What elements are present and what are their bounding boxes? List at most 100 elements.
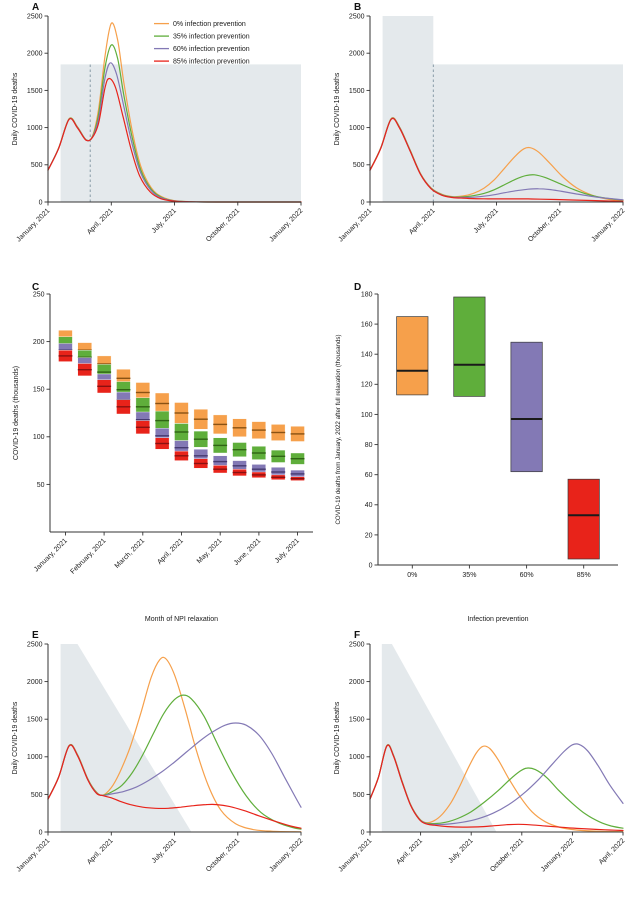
svg-text:180: 180: [361, 291, 373, 298]
svg-text:1500: 1500: [349, 717, 365, 724]
svg-text:1500: 1500: [27, 88, 43, 95]
svg-text:250: 250: [33, 291, 45, 298]
panel-letter-f: F: [354, 630, 361, 641]
svg-text:July, 2021: July, 2021: [447, 837, 474, 864]
svg-text:2500: 2500: [349, 641, 365, 648]
svg-text:60%: 60%: [520, 572, 534, 579]
svg-text:January, 2021: January, 2021: [337, 207, 373, 243]
svg-text:85% infection prevention: 85% infection prevention: [173, 59, 250, 66]
svg-text:April, 2021: April, 2021: [86, 207, 115, 236]
svg-text:0: 0: [361, 829, 365, 836]
svg-text:COVID-19 deaths (thousands): COVID-19 deaths (thousands): [13, 366, 20, 460]
svg-text:Daily COVID-19 deaths: Daily COVID-19 deaths: [334, 701, 341, 774]
svg-text:500: 500: [353, 792, 365, 799]
chart-b-daily-deaths-relax-april: 0 500 1000 1500 2000 2500 January, 2021 April, …: [334, 13, 626, 243]
svg-text:October, 2021: October, 2021: [205, 837, 241, 873]
svg-text:January, 2021: January, 2021: [33, 537, 69, 573]
svg-text:July, 2021: July, 2021: [274, 537, 301, 564]
svg-text:500: 500: [353, 162, 365, 169]
panel-letter-b: B: [354, 2, 362, 13]
svg-text:March, 2021: March, 2021: [114, 537, 147, 570]
chart-a-daily-deaths-relax-february: 0 500 1000 1500 2000 2500 January, 2021 April, …: [12, 13, 304, 243]
svg-text:January, 2022: January, 2022: [540, 837, 576, 873]
svg-text:1500: 1500: [349, 88, 365, 95]
panel-d: D 0 20 40 60 80 100 120 140 160 180 0% 35% 60% 85% COV…: [330, 282, 630, 627]
svg-text:2000: 2000: [27, 51, 43, 58]
svg-text:April, 2021: April, 2021: [395, 837, 424, 866]
panel-b: B 0 500 1000 1500 2000 2500 January, 2021 April…: [330, 2, 630, 264]
svg-text:Daily COVID-19 deaths: Daily COVID-19 deaths: [12, 701, 19, 774]
svg-text:2000: 2000: [349, 51, 365, 58]
svg-text:500: 500: [31, 162, 43, 169]
svg-text:0%: 0%: [407, 572, 417, 579]
svg-text:60: 60: [365, 472, 373, 479]
svg-text:January, 2021: January, 2021: [15, 837, 51, 873]
panel-letter-c: C: [32, 282, 40, 293]
svg-text:COVID-19 deaths from January,: COVID-19 deaths from January, 2022 after…: [335, 334, 342, 524]
svg-text:February, 2021: February, 2021: [69, 537, 107, 575]
svg-text:May, 2021: May, 2021: [196, 537, 224, 565]
svg-text:1000: 1000: [27, 754, 43, 761]
svg-text:January, 2022: January, 2022: [268, 207, 304, 243]
svg-text:160: 160: [361, 322, 373, 329]
svg-text:0% infection prevention: 0% infection prevention: [173, 21, 246, 28]
svg-text:January, 2022: January, 2022: [590, 207, 626, 243]
svg-text:50: 50: [37, 482, 45, 489]
svg-text:2500: 2500: [27, 641, 43, 648]
svg-text:80: 80: [365, 442, 373, 449]
svg-text:Daily COVID-19 deaths: Daily COVID-19 deaths: [334, 72, 341, 145]
svg-text:October, 2021: October, 2021: [205, 207, 241, 243]
svg-text:40: 40: [365, 502, 373, 509]
svg-text:85%: 85%: [577, 572, 591, 579]
svg-text:2500: 2500: [349, 13, 365, 20]
chart-d-deaths-after-full-relaxation: 0 20 40 60 80 100 120 140 160 180 0% 35% 60% 85% COVID…: [335, 291, 618, 623]
panel-f: F 0 500 1000 1500 2000 2500 January, 2021 April…: [330, 630, 630, 898]
chart-f-daily-deaths-slower-relaxation: 0 500 1000 1500 2000 2500 January, 2021 April, …: [334, 641, 627, 873]
svg-text:Infection prevention: Infection prevention: [467, 616, 528, 623]
svg-text:1500: 1500: [27, 717, 43, 724]
svg-text:Daily COVID-19 deaths: Daily COVID-19 deaths: [12, 72, 19, 145]
svg-text:October, 2021: October, 2021: [489, 837, 525, 873]
panel-letter-e: E: [32, 630, 39, 641]
svg-text:100: 100: [33, 434, 45, 441]
panel-e: E 0 500 1000 1500 2000 2500 January, 2021 April…: [8, 630, 308, 898]
svg-text:April, 2022: April, 2022: [598, 837, 627, 866]
chart-c-deaths-by-relaxation-month: 50 100 150 200 250 January, 2021 February, 202…: [13, 291, 313, 623]
panel-letter-d: D: [354, 282, 362, 293]
svg-text:2000: 2000: [349, 679, 365, 686]
svg-text:July, 2021: July, 2021: [151, 837, 178, 864]
svg-text:0: 0: [361, 199, 365, 206]
chart-e-daily-deaths-gradual-relaxation: 0 500 1000 1500 2000 2500 January, 2021 April, …: [12, 641, 304, 873]
svg-text:60% infection prevention: 60% infection prevention: [173, 46, 250, 53]
svg-text:0: 0: [369, 562, 373, 569]
svg-text:2500: 2500: [27, 13, 43, 20]
svg-text:140: 140: [361, 352, 373, 359]
svg-text:100: 100: [361, 412, 373, 419]
svg-text:200: 200: [33, 339, 45, 346]
svg-text:1000: 1000: [349, 754, 365, 761]
svg-text:July, 2021: July, 2021: [151, 207, 178, 234]
svg-text:0: 0: [39, 829, 43, 836]
panel-c: C 50 100 150 200 250 January, 2021 February, 2…: [8, 282, 323, 627]
svg-text:150: 150: [33, 387, 45, 394]
svg-text:0: 0: [39, 199, 43, 206]
svg-text:20: 20: [365, 532, 373, 539]
svg-text:500: 500: [31, 792, 43, 799]
panel-a: A 0 500 1000 1500 2000 2500 January, 2021 April…: [8, 2, 308, 264]
svg-text:January, 2022: January, 2022: [268, 837, 304, 873]
svg-text:April, 2021: April, 2021: [156, 537, 185, 566]
svg-text:October, 2021: October, 2021: [527, 207, 563, 243]
svg-text:July, 2021: July, 2021: [473, 207, 500, 234]
svg-text:1000: 1000: [349, 125, 365, 132]
svg-text:January, 2021: January, 2021: [15, 207, 51, 243]
svg-text:35% infection prevention: 35% infection prevention: [173, 34, 250, 41]
svg-text:April, 2021: April, 2021: [408, 207, 437, 236]
svg-text:April, 2021: April, 2021: [86, 837, 115, 866]
svg-text:2000: 2000: [27, 679, 43, 686]
svg-text:1000: 1000: [27, 125, 43, 132]
svg-text:120: 120: [361, 382, 373, 389]
svg-text:Month of NPI relaxation: Month of NPI relaxation: [145, 616, 218, 623]
svg-text:35%: 35%: [462, 572, 476, 579]
svg-text:June, 2021: June, 2021: [233, 537, 263, 567]
